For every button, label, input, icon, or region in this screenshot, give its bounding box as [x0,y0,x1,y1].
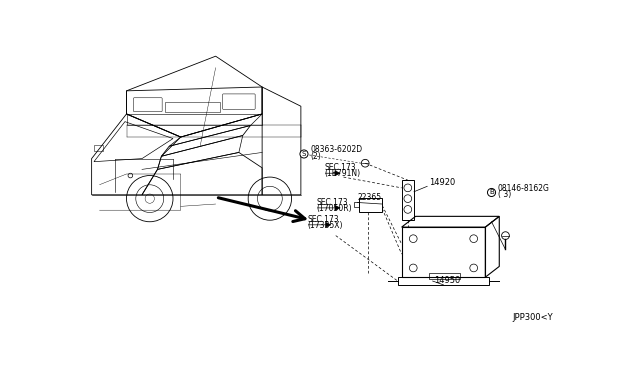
Text: (1B791N): (1B791N) [324,169,360,178]
Text: SEC.173: SEC.173 [316,198,348,207]
Text: SEC.173: SEC.173 [324,163,356,172]
Text: (17050R): (17050R) [316,204,352,213]
Text: ( 3): ( 3) [498,190,511,199]
Text: S: S [302,151,306,157]
Text: 14950: 14950 [434,276,460,285]
Text: 08363-6202D: 08363-6202D [310,145,362,154]
Text: 08146-8162G: 08146-8162G [498,184,550,193]
Text: B: B [489,189,494,195]
Text: SEC.173: SEC.173 [307,215,339,224]
Text: JPP300<Y: JPP300<Y [512,313,553,322]
Text: 14920: 14920 [429,178,455,187]
Text: (17335X): (17335X) [307,221,342,230]
Text: 22365: 22365 [358,193,381,202]
Text: (2): (2) [310,152,321,161]
